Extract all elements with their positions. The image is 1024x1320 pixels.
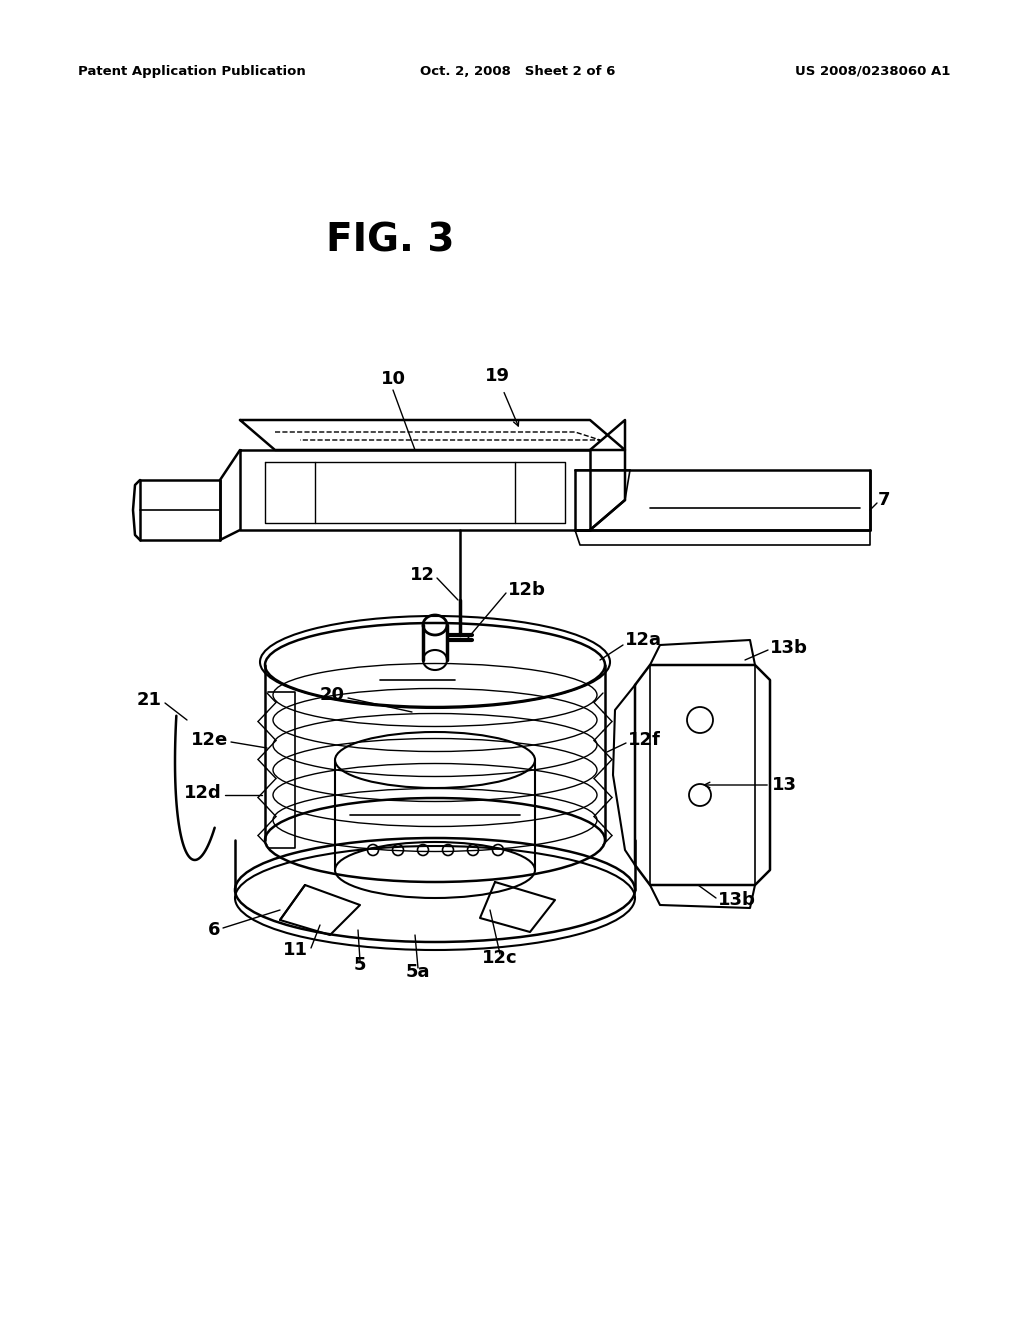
Text: 12c: 12c <box>482 949 518 968</box>
Text: 7: 7 <box>878 491 891 510</box>
Text: 5: 5 <box>353 956 367 974</box>
Text: 21: 21 <box>137 690 162 709</box>
Text: 19: 19 <box>484 367 510 385</box>
Text: Patent Application Publication: Patent Application Publication <box>78 65 306 78</box>
Text: 10: 10 <box>381 370 406 388</box>
Text: 20: 20 <box>319 686 345 704</box>
Text: US 2008/0238060 A1: US 2008/0238060 A1 <box>795 65 950 78</box>
Text: 13: 13 <box>772 776 797 795</box>
Text: Oct. 2, 2008   Sheet 2 of 6: Oct. 2, 2008 Sheet 2 of 6 <box>420 65 615 78</box>
Text: 12e: 12e <box>190 731 228 748</box>
Text: 12a: 12a <box>625 631 662 649</box>
Text: 6: 6 <box>208 921 220 939</box>
Text: 12: 12 <box>410 566 435 583</box>
Text: 5a: 5a <box>406 964 430 981</box>
Text: 12d: 12d <box>184 784 222 803</box>
Text: FIG. 3: FIG. 3 <box>326 220 455 259</box>
Text: 12b: 12b <box>508 581 546 599</box>
Text: 12f: 12f <box>628 731 660 748</box>
Text: 13b: 13b <box>718 891 756 909</box>
Text: 13b: 13b <box>770 639 808 657</box>
Text: 11: 11 <box>283 941 308 960</box>
